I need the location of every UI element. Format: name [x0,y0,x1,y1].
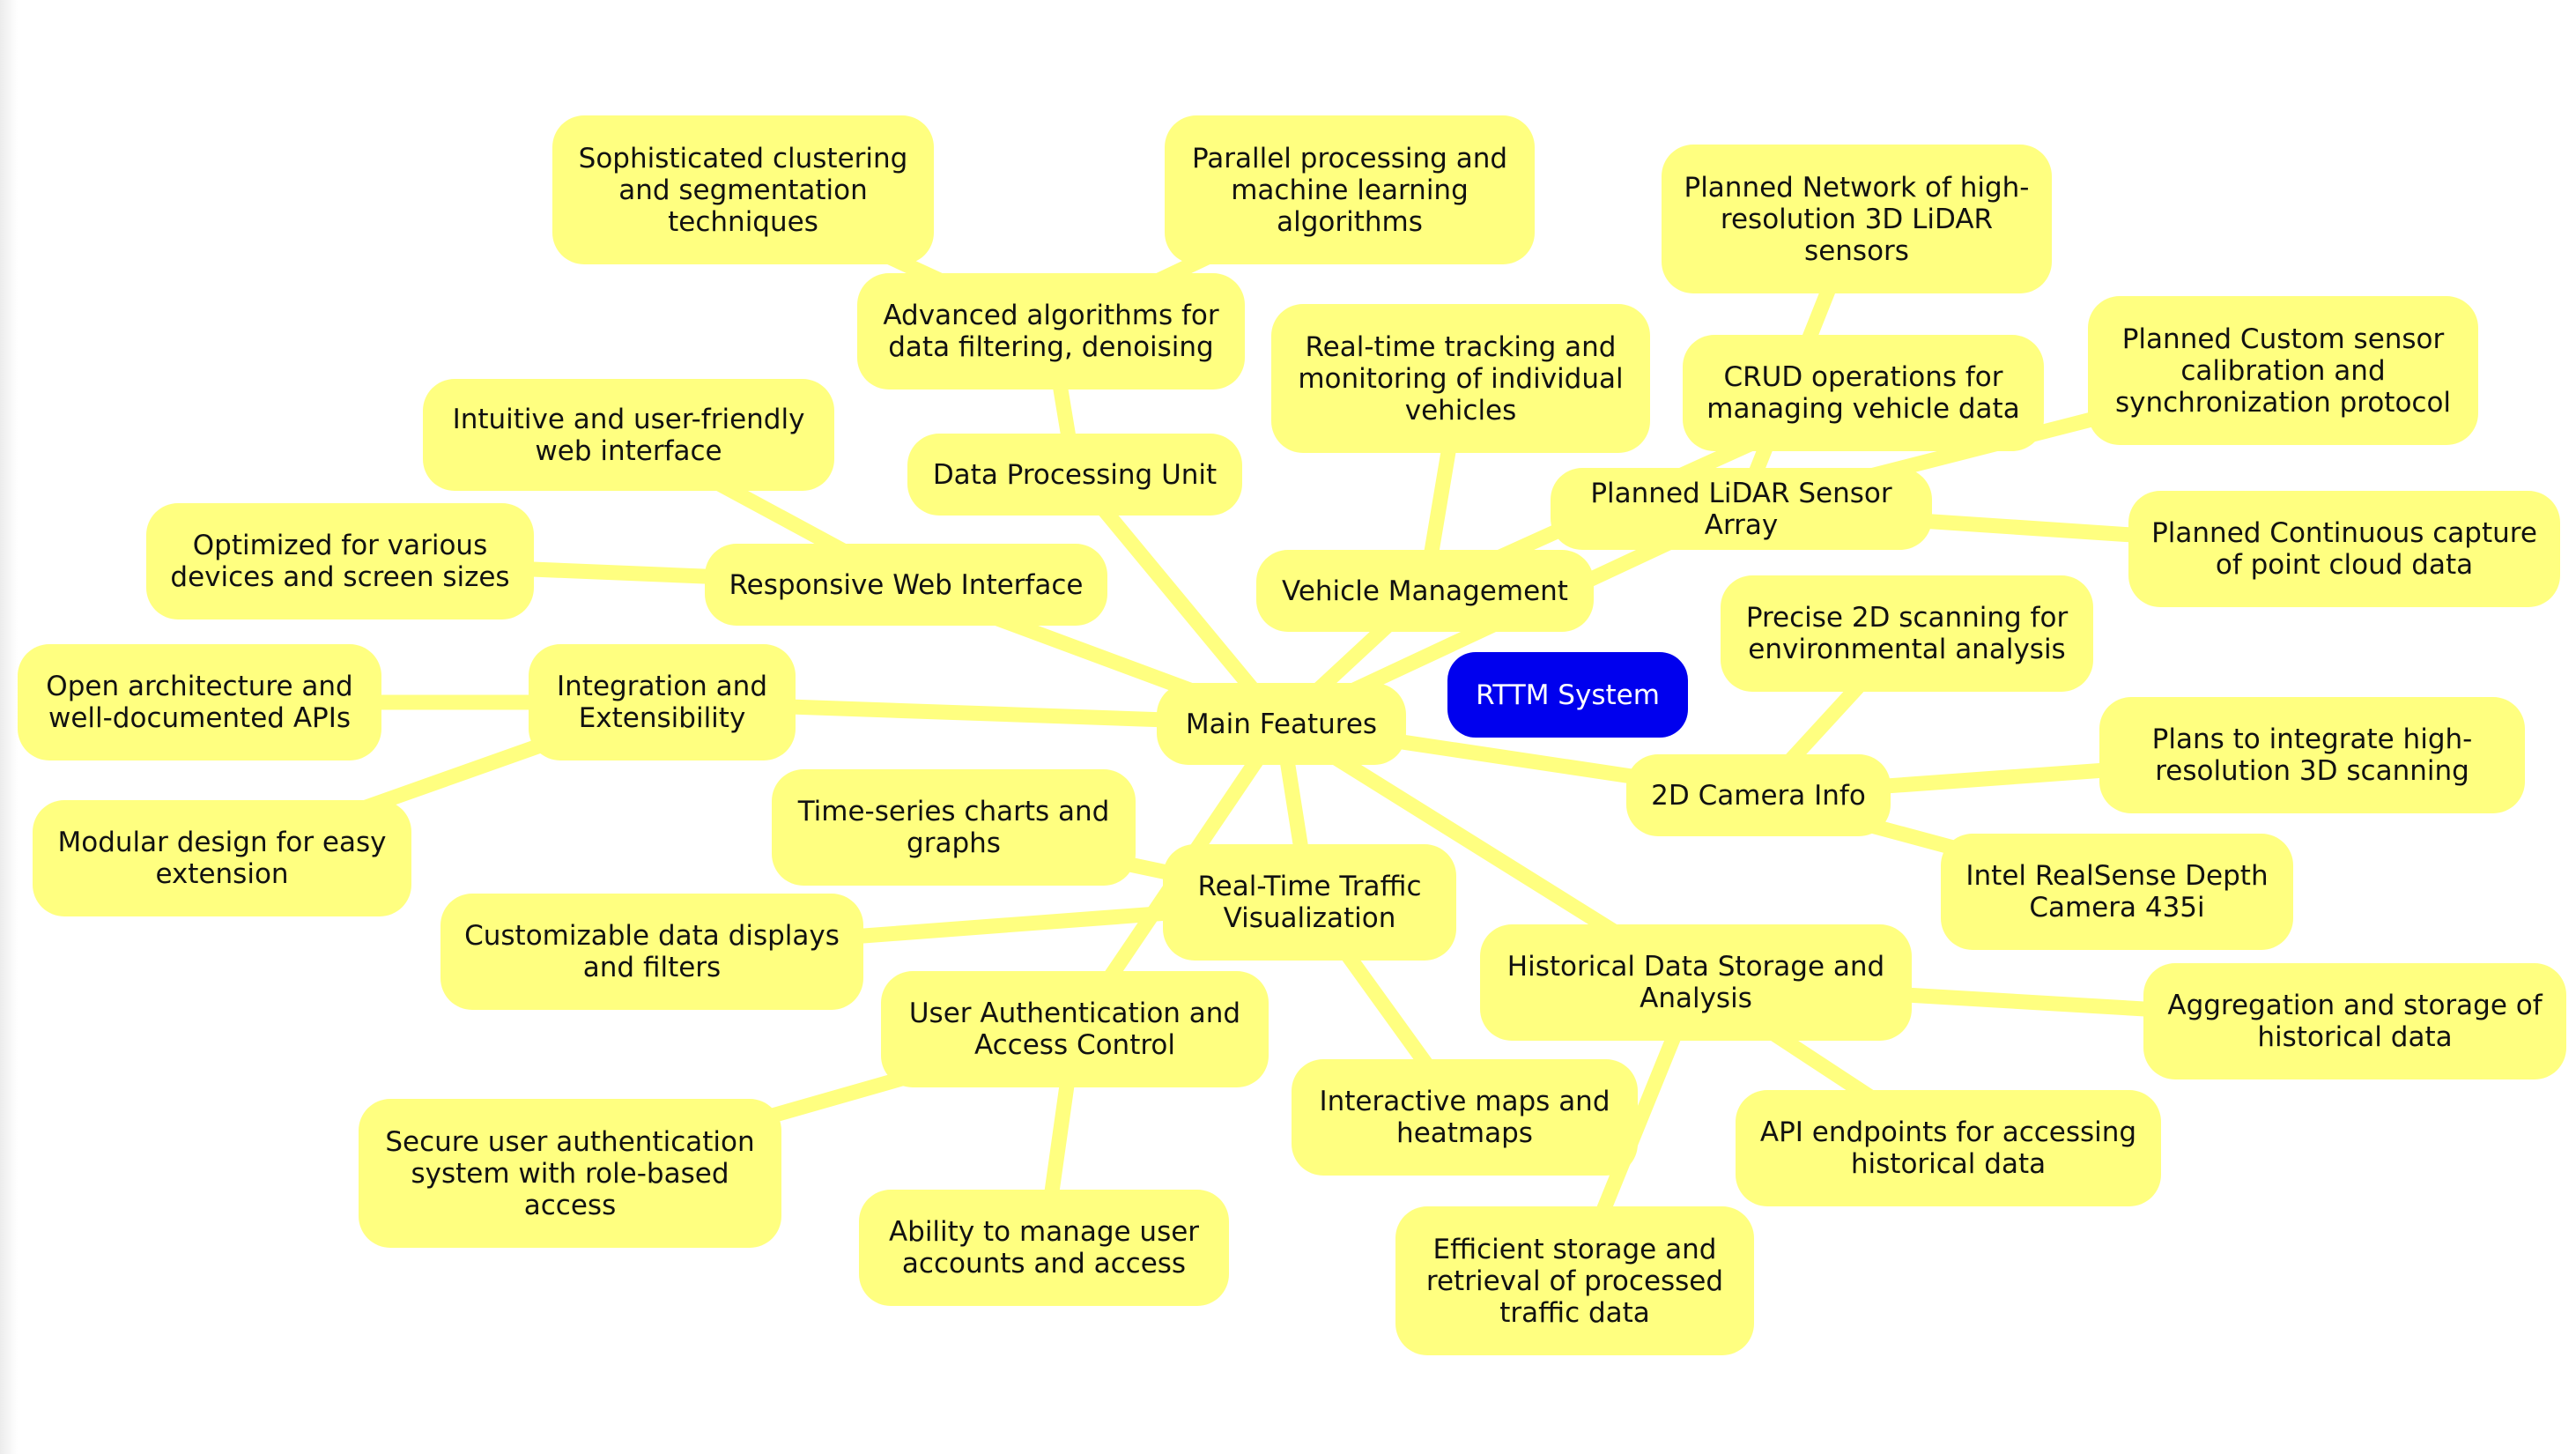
advanced-algorithms-node[interactable]: Advanced algorithms for data filtering, … [857,273,1245,389]
main-features-node[interactable]: Main Features [1157,683,1406,765]
camera-info-node[interactable]: 2D Camera Info [1626,754,1891,836]
secure-authentication-node[interactable]: Secure user authentication system with r… [359,1099,781,1248]
plans-3d-scanning-node[interactable]: Plans to integrate high-resolution 3D sc… [2099,697,2525,813]
integration-extensibility-node[interactable]: Integration and Extensibility [529,644,796,760]
vehicle-management-node[interactable]: Vehicle Management [1256,550,1594,632]
clustering-techniques-node[interactable]: Sophisticated clustering and segmentatio… [552,115,934,264]
user-authentication-node[interactable]: User Authentication and Access Control [881,971,1269,1087]
open-architecture-node[interactable]: Open architecture and well-documented AP… [18,644,381,760]
efficient-storage-node[interactable]: Efficient storage and retrieval of proce… [1395,1206,1754,1355]
lidar-network-node[interactable]: Planned Network of high-resolution 3D Li… [1662,145,2052,293]
customizable-displays-node[interactable]: Customizable data displays and filters [440,894,863,1010]
responsive-web-interface-node[interactable]: Responsive Web Interface [705,544,1107,626]
edge-main-features-to-data-processing-unit [1067,467,1289,731]
root-node[interactable]: RTTM System [1447,652,1688,738]
historical-data-node[interactable]: Historical Data Storage and Analysis [1480,924,1912,1041]
realsense-camera-node[interactable]: Intel RealSense Depth Camera 435i [1941,834,2293,950]
modular-design-node[interactable]: Modular design for easy extension [33,800,411,916]
precise-2d-scanning-node[interactable]: Precise 2D scanning for environmental an… [1721,575,2093,692]
real-time-visualization-node[interactable]: Real-Time Traffic Visualization [1163,844,1456,961]
real-time-tracking-node[interactable]: Real-time tracking and monitoring of ind… [1271,304,1650,453]
optimized-devices-node[interactable]: Optimized for various devices and screen… [146,503,534,619]
continuous-capture-node[interactable]: Planned Continuous capture of point clou… [2128,491,2560,607]
aggregation-storage-node[interactable]: Aggregation and storage of historical da… [2143,963,2566,1079]
interactive-maps-node[interactable]: Interactive maps and heatmaps [1292,1059,1638,1176]
parallel-processing-node[interactable]: Parallel processing and machine learning… [1165,115,1535,264]
manage-accounts-node[interactable]: Ability to manage user accounts and acce… [859,1190,1229,1306]
sensor-calibration-node[interactable]: Planned Custom sensor calibration and sy… [2088,296,2478,445]
crud-operations-node[interactable]: CRUD operations for managing vehicle dat… [1683,335,2044,451]
left-edge-shadow [0,0,18,1454]
api-endpoints-node[interactable]: API endpoints for accessing historical d… [1736,1090,2161,1206]
time-series-charts-node[interactable]: Time-series charts and graphs [772,769,1136,886]
data-processing-unit-node[interactable]: Data Processing Unit [907,434,1242,516]
lidar-sensor-array-node[interactable]: Planned LiDAR Sensor Array [1551,468,1932,550]
intuitive-interface-node[interactable]: Intuitive and user-friendly web interfac… [423,379,834,491]
